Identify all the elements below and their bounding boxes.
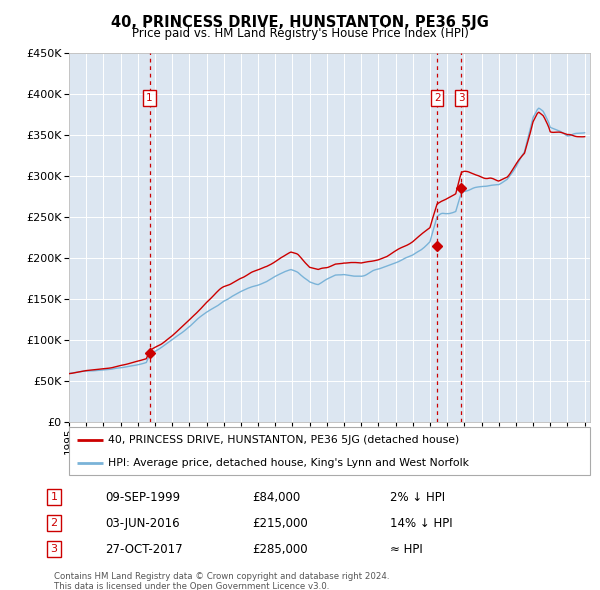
Text: 27-OCT-2017: 27-OCT-2017 (105, 543, 182, 556)
Text: 40, PRINCESS DRIVE, HUNSTANTON, PE36 5JG: 40, PRINCESS DRIVE, HUNSTANTON, PE36 5JG (111, 15, 489, 30)
Text: ≈ HPI: ≈ HPI (390, 543, 423, 556)
Text: 40, PRINCESS DRIVE, HUNSTANTON, PE36 5JG (detached house): 40, PRINCESS DRIVE, HUNSTANTON, PE36 5JG… (108, 435, 460, 445)
Text: Price paid vs. HM Land Registry's House Price Index (HPI): Price paid vs. HM Land Registry's House … (131, 27, 469, 40)
Text: £215,000: £215,000 (252, 517, 308, 530)
Text: 2% ↓ HPI: 2% ↓ HPI (390, 491, 445, 504)
Text: 1: 1 (50, 493, 58, 502)
Text: 2: 2 (50, 519, 58, 528)
Text: £285,000: £285,000 (252, 543, 308, 556)
Text: 14% ↓ HPI: 14% ↓ HPI (390, 517, 452, 530)
Text: 03-JUN-2016: 03-JUN-2016 (105, 517, 179, 530)
Text: HPI: Average price, detached house, King's Lynn and West Norfolk: HPI: Average price, detached house, King… (108, 458, 469, 468)
Text: £84,000: £84,000 (252, 491, 300, 504)
Text: Contains HM Land Registry data © Crown copyright and database right 2024.: Contains HM Land Registry data © Crown c… (54, 572, 389, 581)
Text: 09-SEP-1999: 09-SEP-1999 (105, 491, 180, 504)
Text: 1: 1 (146, 93, 153, 103)
Text: This data is licensed under the Open Government Licence v3.0.: This data is licensed under the Open Gov… (54, 582, 329, 590)
Text: 3: 3 (50, 545, 58, 554)
Text: 2: 2 (434, 93, 440, 103)
Text: 3: 3 (458, 93, 464, 103)
